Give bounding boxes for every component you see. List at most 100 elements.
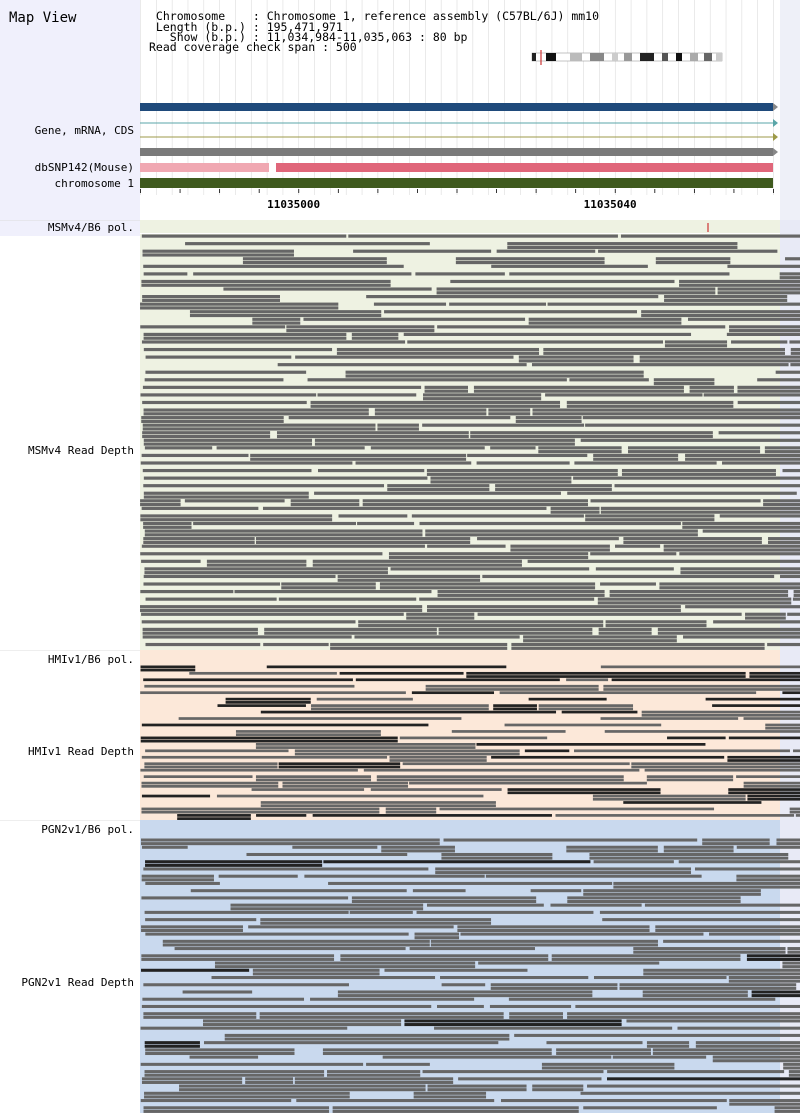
sequence-read [141, 781, 279, 785]
ideogram-band [690, 53, 698, 61]
sequence-read [746, 957, 800, 961]
sequence-read [663, 849, 734, 853]
sequence-read [143, 537, 255, 541]
sequence-read [664, 344, 728, 348]
sequence-read [144, 1070, 325, 1074]
sequence-read [470, 434, 713, 439]
length-info-line: Length (b.p.) : 195,471,971 [149, 19, 343, 34]
sequence-read [142, 400, 307, 405]
polymorphism-band [140, 220, 780, 233]
ideogram-band [532, 53, 536, 61]
sequence-read [709, 932, 800, 936]
sequence-read [609, 589, 789, 594]
sequence-read [717, 291, 800, 295]
sequence-read [633, 947, 786, 951]
sequence-read [427, 544, 506, 548]
sequence-read [245, 1077, 294, 1081]
sequence-read [543, 347, 785, 352]
sequence-read [623, 537, 762, 541]
sequence-read [178, 717, 462, 720]
sequence-read [566, 404, 734, 408]
sequence-read [779, 272, 800, 276]
sequence-read [314, 438, 575, 442]
sequence-read [389, 755, 487, 759]
sequence-read [374, 412, 487, 416]
sequence-read [412, 889, 466, 893]
sequence-read [485, 874, 702, 878]
sequence-read [657, 627, 800, 631]
sequence-read [663, 548, 800, 552]
sequence-read [141, 845, 188, 849]
sequence-read [555, 814, 795, 817]
right-margin-panel [780, 0, 800, 236]
sequence-read [523, 639, 677, 643]
sequence-read [545, 393, 703, 397]
sequence-read [140, 736, 398, 740]
sequence-read [511, 646, 765, 650]
strain-pol-label-pgn2v1: PGN2v1/B6 pol. [41, 823, 134, 836]
sequence-read [142, 635, 352, 639]
sequence-read [470, 431, 713, 435]
sequence-read [729, 1102, 800, 1106]
sequence-read [425, 684, 599, 688]
sequence-read [141, 419, 284, 423]
sequence-read [256, 814, 307, 817]
sequence-read [511, 642, 765, 647]
sequence-read [425, 533, 698, 537]
sequence-read [143, 775, 253, 779]
snp-segment-light [140, 163, 269, 172]
sequence-read [642, 994, 748, 998]
sequence-read [278, 597, 417, 601]
sequence-read [143, 484, 385, 488]
sequence-read [403, 332, 692, 337]
sequence-read [583, 1106, 717, 1110]
sequence-read [785, 257, 800, 261]
sequence-read [296, 1099, 495, 1103]
sequence-read [337, 990, 593, 994]
sequence-read [216, 446, 365, 450]
sequence-read [145, 881, 220, 885]
sequence-read [262, 506, 547, 510]
sequence-read [639, 355, 800, 359]
sequence-read [556, 1051, 651, 1056]
sequence-read [141, 755, 388, 759]
sequence-read [355, 461, 472, 465]
sequence-read [141, 878, 214, 882]
sequence-read [627, 450, 761, 454]
sequence-read [252, 968, 380, 972]
sequence-read [211, 976, 436, 980]
sequence-read [729, 1099, 800, 1103]
sequence-read [311, 707, 489, 711]
sequence-read [276, 431, 469, 435]
sequence-read [316, 697, 413, 701]
sequence-read [311, 704, 489, 707]
sequence-read [694, 867, 800, 871]
sequence-read [282, 781, 409, 785]
sequence-read [659, 586, 800, 590]
sequence-read [451, 730, 566, 733]
sequence-read [639, 359, 800, 363]
sequence-read [528, 697, 607, 701]
sequence-read [689, 389, 734, 393]
sequence-read [141, 807, 380, 811]
sequence-read [789, 340, 800, 344]
sequence-read [225, 697, 311, 701]
sequence-read [141, 874, 214, 878]
sequence-read [415, 272, 505, 276]
sequence-read [141, 544, 425, 548]
sequence-read [664, 295, 788, 299]
sequence-read [641, 313, 800, 318]
sequence-read [193, 272, 412, 276]
sequence-read [295, 355, 514, 359]
sequence-read [145, 860, 323, 864]
sequence-read [623, 801, 762, 804]
sequence-read [406, 612, 475, 616]
sequence-read [427, 1084, 527, 1088]
sequence-read [476, 461, 570, 465]
sequence-read [458, 1077, 602, 1081]
sequence-read [141, 925, 243, 929]
sequence-read [580, 438, 800, 442]
sequence-read [143, 574, 336, 579]
sequence-read [574, 749, 790, 753]
sequence-read [680, 567, 800, 571]
